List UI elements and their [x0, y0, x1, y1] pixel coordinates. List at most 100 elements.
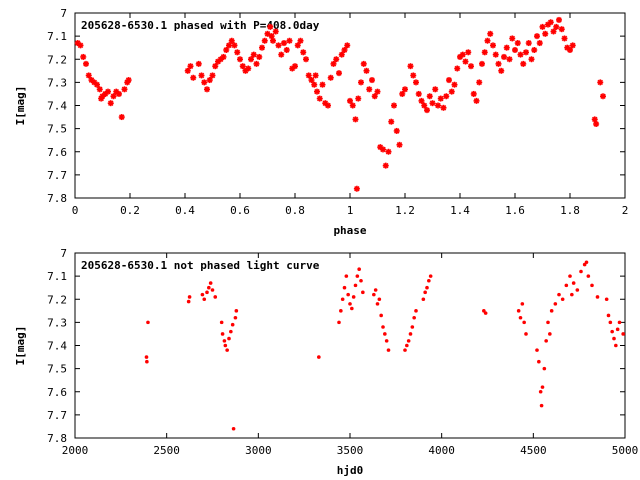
x-tick-label: 2 [622, 204, 629, 217]
data-point [560, 297, 565, 302]
data-point [371, 93, 378, 100]
x-tick-label: 4500 [520, 444, 547, 457]
data-point [349, 102, 356, 109]
data-point [267, 23, 274, 30]
data-point [351, 295, 356, 299]
data-point [195, 60, 202, 67]
data-point [253, 60, 260, 67]
y-tick-label: 7.1 [47, 270, 67, 283]
data-point [303, 56, 309, 63]
data-point [600, 93, 606, 100]
data-point [275, 42, 282, 49]
data-point [391, 102, 397, 109]
data-point [535, 348, 539, 352]
data-point [606, 313, 611, 318]
data-point [337, 320, 341, 325]
data-point [591, 116, 598, 123]
data-point [544, 339, 548, 343]
data-point [448, 88, 455, 95]
data-point [200, 292, 205, 297]
data-point [344, 274, 349, 278]
data-point [305, 72, 312, 79]
data-point [386, 348, 391, 352]
data-point [198, 72, 205, 79]
data-point [110, 93, 117, 100]
data-point [205, 290, 209, 295]
data-point [187, 295, 192, 299]
data-point [292, 63, 298, 70]
data-point [528, 56, 535, 63]
data-point [145, 359, 149, 364]
data-point [272, 28, 279, 35]
data-point [146, 320, 150, 325]
data-point [484, 37, 491, 44]
data-point [465, 49, 472, 56]
data-point [333, 56, 340, 63]
data-point [553, 23, 560, 30]
data-point [350, 306, 354, 311]
y-axis-title: I[mag] [14, 86, 27, 126]
data-point [213, 295, 218, 299]
y-tick-label: 7.3 [47, 76, 67, 89]
data-point [597, 79, 604, 86]
data-point [223, 47, 230, 53]
data-point [490, 42, 496, 49]
data-point [83, 60, 89, 67]
data-point [233, 315, 238, 320]
data-point [383, 332, 387, 336]
data-point [231, 42, 238, 49]
data-point [403, 348, 407, 352]
data-point [414, 309, 418, 313]
data-point [357, 267, 361, 271]
data-point [239, 63, 246, 70]
data-point [405, 343, 409, 348]
data-point [382, 162, 389, 169]
data-point [353, 185, 360, 192]
data-point [590, 283, 594, 288]
data-point [595, 295, 600, 299]
data-point [314, 88, 320, 95]
data-point [558, 26, 565, 33]
data-point [385, 148, 392, 155]
data-point [228, 37, 235, 44]
data-point [567, 47, 573, 53]
data-point [118, 114, 125, 121]
data-point [94, 81, 100, 88]
data-point [410, 72, 417, 79]
data-point [483, 311, 488, 315]
data-point [344, 42, 351, 49]
y-tick-label: 7.2 [47, 53, 67, 66]
x-tick-label: 1.2 [395, 204, 415, 217]
y-tick-label: 7.8 [47, 192, 67, 205]
data-point [358, 79, 364, 86]
data-point [355, 274, 360, 278]
y-tick-label: 7.8 [47, 432, 67, 445]
data-point [509, 35, 516, 42]
data-point [375, 302, 380, 306]
data-point [437, 95, 444, 102]
data-point [617, 320, 622, 325]
data-point [190, 74, 197, 81]
data-point [407, 63, 414, 70]
data-point [207, 285, 211, 290]
data-point [426, 93, 433, 100]
y-tick-label: 7.6 [47, 146, 67, 159]
data-point [256, 53, 263, 60]
data-point [524, 332, 528, 336]
data-point [184, 67, 191, 74]
data-point [542, 366, 547, 371]
x-tick-label: 2500 [153, 444, 180, 457]
data-point [360, 60, 367, 67]
data-point [379, 313, 383, 318]
data-point [308, 77, 315, 84]
data-point [525, 40, 532, 47]
data-point [222, 339, 227, 343]
data-point [501, 53, 507, 60]
data-point [283, 47, 290, 53]
data-point [231, 426, 236, 431]
y-tick-label: 7.7 [47, 169, 67, 182]
data-point [542, 30, 549, 37]
data-point [516, 309, 521, 313]
data-point [336, 70, 342, 77]
data-point [210, 288, 215, 292]
